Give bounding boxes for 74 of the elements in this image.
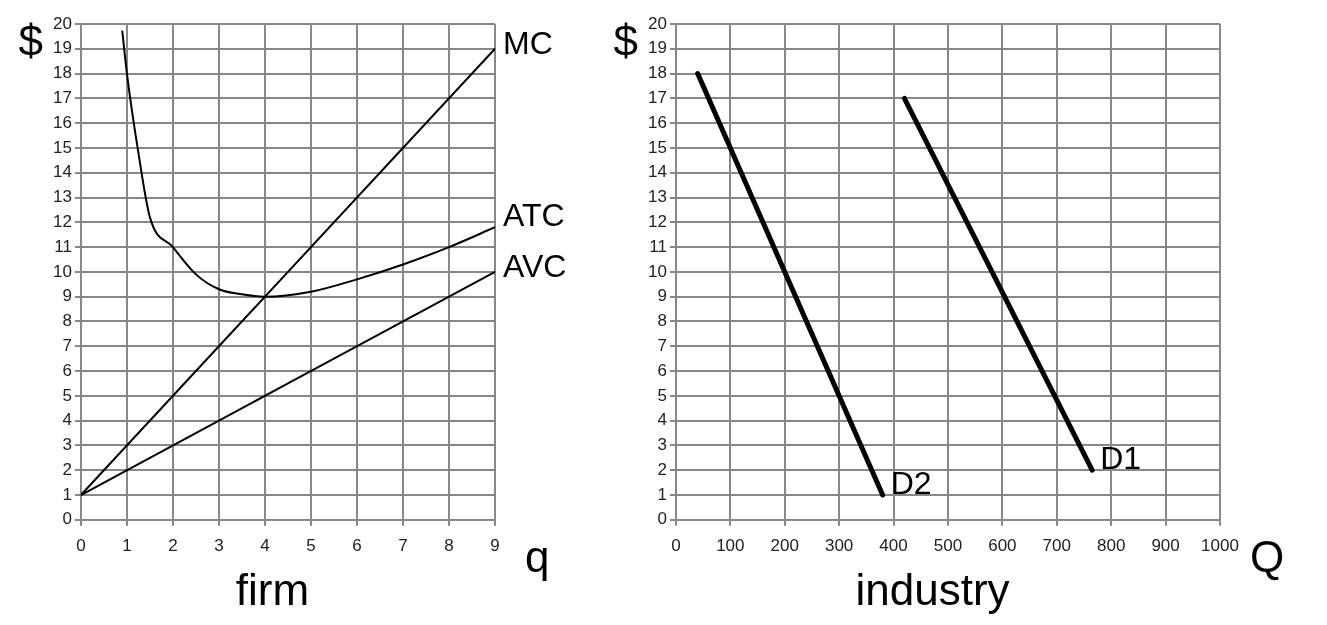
y-tick-label: 10 xyxy=(52,261,72,281)
x-tick-label: 700 xyxy=(1042,535,1071,555)
y-tick-label: 12 xyxy=(647,212,667,232)
y-tick-label: 4 xyxy=(62,410,72,430)
y-tick-label: 8 xyxy=(657,311,667,331)
series-label: ATC xyxy=(503,197,565,234)
x-axis-title: q xyxy=(525,531,550,581)
x-tick-label: 600 xyxy=(988,535,1017,555)
y-tick-label: 6 xyxy=(62,360,72,380)
y-tick-label: 11 xyxy=(54,236,72,256)
x-tick-label: 800 xyxy=(1096,535,1126,555)
y-tick-label: 1 xyxy=(62,484,72,504)
y-tick-label: 13 xyxy=(52,187,72,207)
y-tick-label: 3 xyxy=(657,435,667,455)
x-tick-label: 100 xyxy=(716,535,745,555)
text: firm xyxy=(235,564,310,614)
y-tick-label: 16 xyxy=(52,112,72,132)
x-tick-label: 1000 xyxy=(1201,535,1239,555)
x-tick-label: 900 xyxy=(1151,535,1180,555)
y-tick-label: 14 xyxy=(647,162,667,182)
y-tick-label: 15 xyxy=(52,137,72,157)
y-tick-label: 13 xyxy=(647,187,667,207)
y-tick-label: 0 xyxy=(62,509,72,529)
x-tick-label: 8 xyxy=(444,535,454,555)
y-tick-label: 4 xyxy=(657,410,667,430)
x-tick-label: 2 xyxy=(168,535,178,555)
x-tick-label: 5 xyxy=(306,535,316,555)
y-tick-label: 14 xyxy=(52,162,72,182)
y-tick-label: 12 xyxy=(52,212,72,232)
y-tick-label: 19 xyxy=(647,38,667,58)
y-tick-label: 19 xyxy=(52,38,72,58)
y-tick-label: 9 xyxy=(62,286,72,306)
x-tick-label: 200 xyxy=(770,535,799,555)
y-tick-label: 7 xyxy=(62,335,72,355)
y-tick-label: 5 xyxy=(657,385,667,405)
x-tick-label: 7 xyxy=(398,535,408,555)
y-tick-label: 18 xyxy=(647,63,667,83)
series-label: D2 xyxy=(890,464,932,501)
x-tick-label: 6 xyxy=(352,535,362,555)
y-tick-label: 7 xyxy=(657,335,667,355)
y-tick-label: 18 xyxy=(52,63,72,83)
y-tick-label: 2 xyxy=(657,459,667,479)
x-tick-label: 300 xyxy=(824,535,854,555)
x-tick-label: 4 xyxy=(260,535,270,555)
x-tick-label: 0 xyxy=(76,535,86,555)
series-label: AVC xyxy=(503,247,567,284)
x-tick-label: 500 xyxy=(933,535,963,555)
y-tick-label: 1 xyxy=(657,484,667,504)
y-tick-label: 20 xyxy=(647,13,667,33)
y-tick-label: 8 xyxy=(62,311,72,331)
y-tick-label: 0 xyxy=(657,509,667,529)
text: industry xyxy=(855,564,1010,614)
y-tick-label: 5 xyxy=(62,385,72,405)
y-tick-label: 17 xyxy=(52,88,72,108)
y-tick-label: 3 xyxy=(62,435,72,455)
x-tick-label: 0 xyxy=(671,535,681,555)
series-label: D1 xyxy=(1100,440,1142,477)
x-tick-label: 9 xyxy=(490,535,500,555)
x-axis-title: Q xyxy=(1250,531,1285,581)
x-tick-label: 1 xyxy=(122,535,132,555)
x-tick-label: 3 xyxy=(214,535,224,555)
y-tick-label: 6 xyxy=(657,360,667,380)
y-tick-label: 15 xyxy=(647,137,667,157)
y-tick-label: 10 xyxy=(647,261,667,281)
x-tick-label: 400 xyxy=(879,535,908,555)
y-tick-label: 11 xyxy=(649,236,667,256)
y-tick-label: 16 xyxy=(647,112,667,132)
y-axis-title: $ xyxy=(18,16,43,66)
y-tick-label: 20 xyxy=(52,13,72,33)
series-label: MC xyxy=(503,24,553,61)
y-axis-title: $ xyxy=(613,16,638,66)
y-tick-label: 9 xyxy=(657,286,667,306)
y-tick-label: 17 xyxy=(647,88,667,108)
y-tick-label: 2 xyxy=(62,459,72,479)
